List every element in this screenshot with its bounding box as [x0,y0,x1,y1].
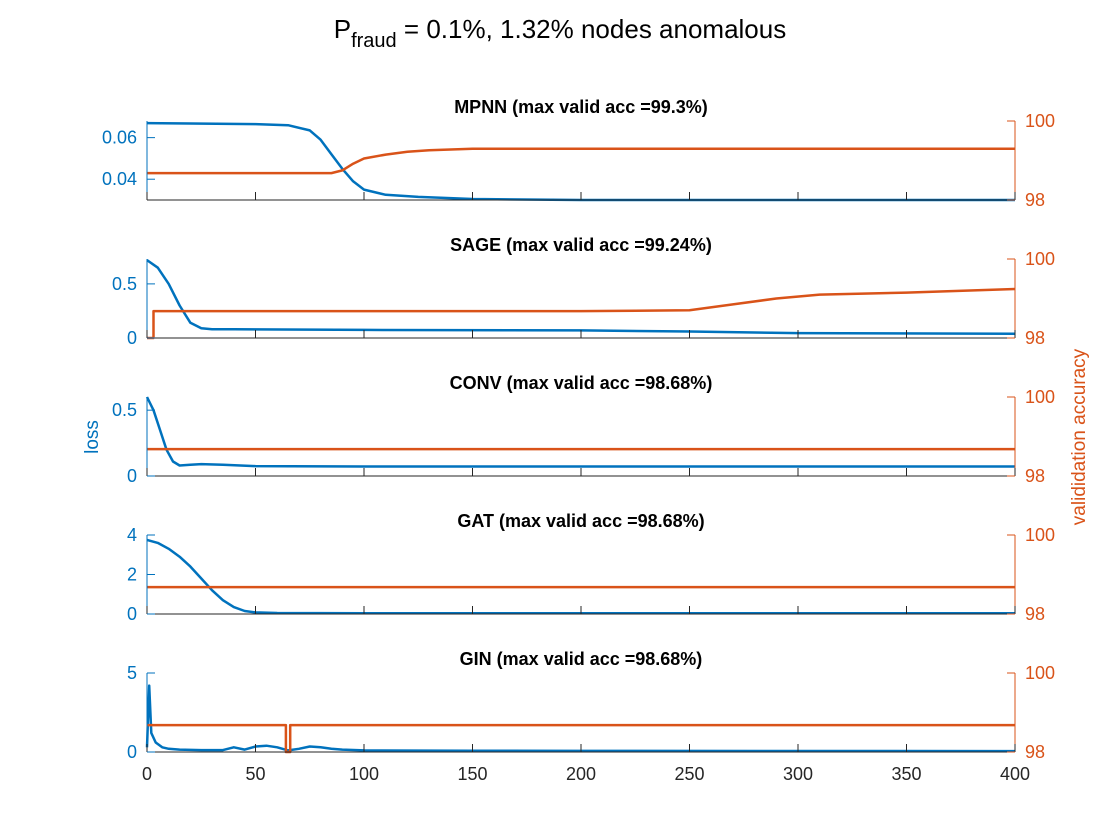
left-tick-label-gin: 5 [127,663,137,683]
right-tick-label-gin: 98 [1025,742,1045,762]
left-tick-label-mpnn: 0.06 [102,128,137,148]
right-y-axis-label: valididation accuracy [1069,348,1090,525]
series-accuracy-sage [147,287,1016,340]
series-loss-conv [145,396,1015,468]
subplot-mpnn: MPNN (max valid acc =99.3%) 0.04 0.06 98 100 [102,97,1055,210]
x-tick-label: 50 [245,764,265,784]
x-tick-label: 0 [142,764,152,784]
left-tick-label-gat: 0 [127,604,137,624]
x-tick-label: 250 [674,764,704,784]
subplot-title-gat: GAT (max valid acc =98.68%) [457,511,704,531]
right-tick-label-gat: 98 [1025,604,1045,624]
x-tick-label: 300 [783,764,813,784]
x-tick-label: 200 [566,764,596,784]
right-tick-label-mpnn: 100 [1025,111,1055,131]
right-tick-label-conv: 98 [1025,466,1045,486]
right-tick-label-mpnn: 98 [1025,190,1045,210]
subplot-gin: GIN (max valid acc =98.68%)0 50 100 150 200 2… [127,649,1055,784]
subplot-conv: CONV (max valid acc =98.68%) 0 0.5 98 100 [112,373,1055,486]
subplot-title-gin: GIN (max valid acc =98.68%) [460,649,703,669]
left-tick-label-gat: 2 [127,565,137,585]
subplot-sage: SAGE (max valid acc =99.24%) 0 0.5 98 100 [112,235,1055,348]
right-tick-label-sage: 100 [1025,249,1055,269]
series-loss-gin [145,684,1016,753]
subplot-title-sage: SAGE (max valid acc =99.24%) [450,235,712,255]
x-tick-label: 350 [891,764,921,784]
series-accuracy-mpnn [147,147,1015,175]
left-tick-label-gat: 4 [127,525,137,545]
series-loss-mpnn [146,121,1015,202]
subplot-title-mpnn: MPNN (max valid acc =99.3%) [454,97,708,117]
subplot-title-conv: CONV (max valid acc =98.68%) [450,373,713,393]
subplot-gat: GAT (max valid acc =98.68%) 0 2 4 98 100 [127,511,1055,624]
left-tick-label-conv: 0.5 [112,400,137,420]
figure-title: Pfraud = 0.1%, 1.32% nodes anomalous [334,14,786,52]
figure-title-rest: = 0.1%, 1.32% nodes anomalous [397,14,787,44]
left-tick-label-gin: 0 [127,742,137,762]
series-loss-gat [146,538,1015,615]
right-tick-label-conv: 100 [1025,387,1055,407]
subplot-stack: MPNN (max valid acc =99.3%) 0.04 0.06 98 100… [102,97,1055,784]
x-tick-label: 100 [349,764,379,784]
left-tick-label-sage: 0 [127,328,137,348]
left-tick-label-conv: 0 [127,466,137,486]
left-y-axis-label: loss [82,420,103,454]
series-loss-sage [146,259,1016,335]
figure-title-main: P [334,14,351,44]
x-tick-label: 400 [1000,764,1030,784]
right-tick-label-sage: 98 [1025,328,1045,348]
left-tick-label-sage: 0.5 [112,274,137,294]
figure-title-subscript: fraud [351,30,397,52]
right-tick-label-gin: 100 [1025,663,1055,683]
x-tick-label: 150 [457,764,487,784]
left-tick-label-mpnn: 0.04 [102,169,137,189]
right-tick-label-gat: 100 [1025,525,1055,545]
